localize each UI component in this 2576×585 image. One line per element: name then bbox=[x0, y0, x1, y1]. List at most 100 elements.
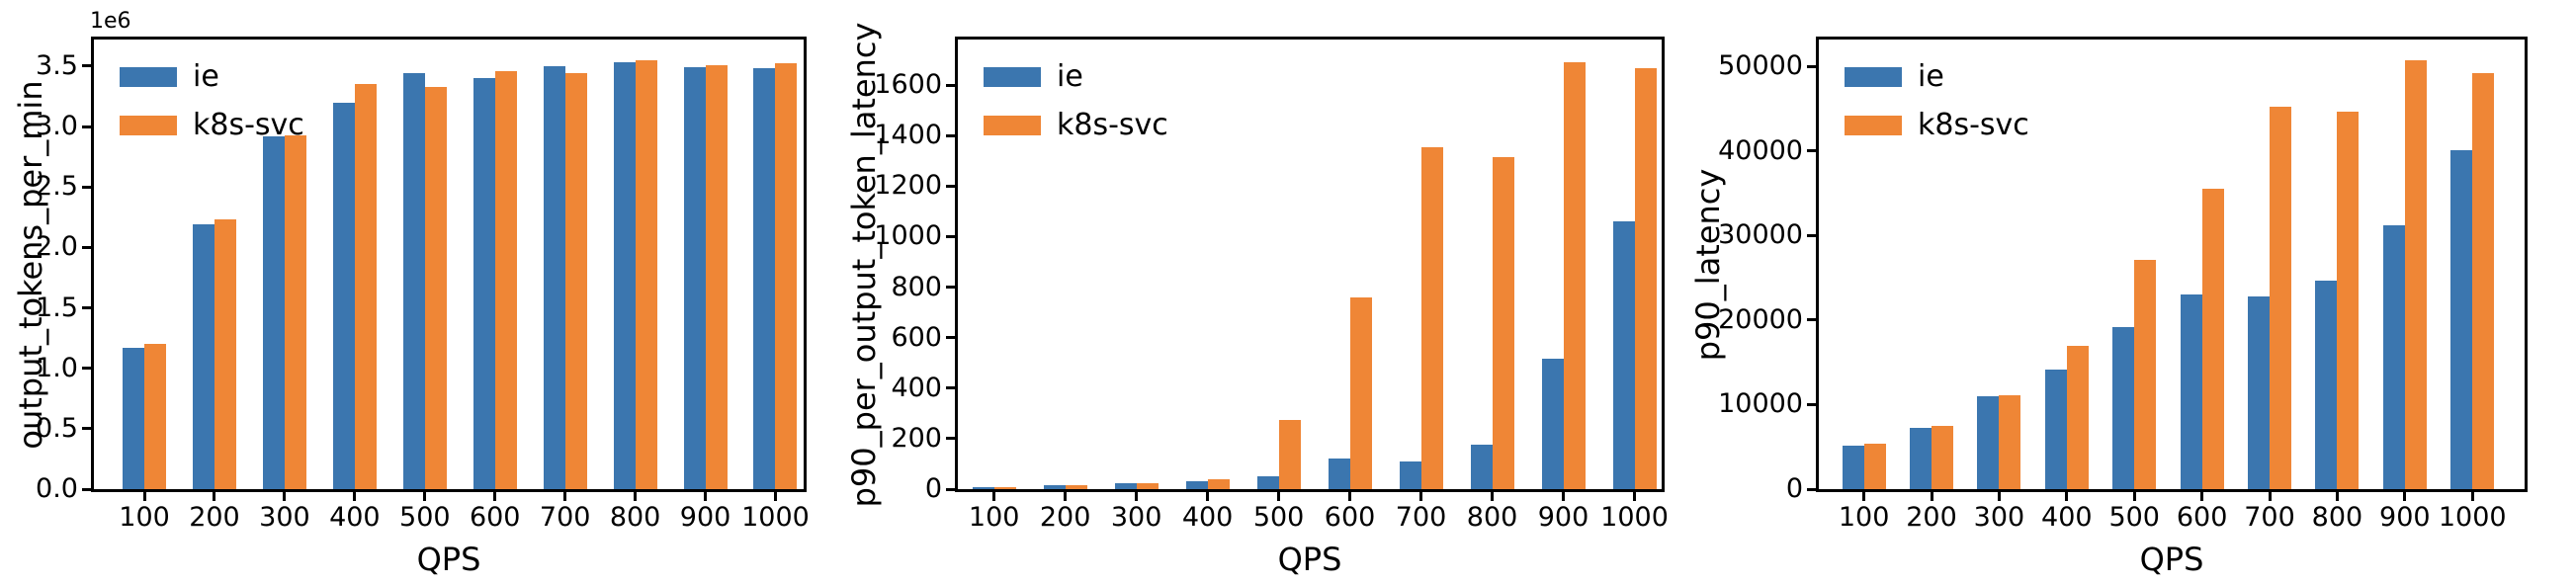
x-tick-label: 800 bbox=[2311, 502, 2363, 533]
y-tick-label: 1600 bbox=[874, 69, 942, 100]
x-tick bbox=[1491, 492, 1495, 501]
legend-item-k8s-svc: k8s-svc bbox=[1845, 110, 2029, 141]
bar-k8s-svc-700 bbox=[564, 73, 587, 489]
y-tick-label: 200 bbox=[891, 422, 942, 454]
legend-label-ie: ie bbox=[193, 59, 219, 94]
x-tick-label: 100 bbox=[968, 502, 1020, 533]
y-tick bbox=[1807, 318, 1816, 322]
x-tick bbox=[2335, 492, 2339, 501]
y-tick bbox=[82, 427, 91, 431]
y-tick bbox=[946, 234, 955, 238]
y-tick-label: 3.0 bbox=[36, 111, 78, 142]
bar-k8s-svc-400 bbox=[1207, 479, 1230, 489]
y-tick bbox=[82, 125, 91, 128]
y-tick bbox=[82, 306, 91, 310]
bar-k8s-svc-100 bbox=[1863, 443, 1886, 489]
x-tick-label: 400 bbox=[2041, 502, 2093, 533]
bar-ie-600 bbox=[472, 78, 495, 489]
bar-k8s-svc-800 bbox=[1492, 156, 1514, 489]
bar-k8s-svc-200 bbox=[1932, 425, 1954, 489]
x-tick-label: 100 bbox=[1838, 502, 1890, 533]
bar-ie-800 bbox=[613, 62, 636, 489]
x-tick bbox=[2200, 492, 2204, 501]
legend-item-ie: ie bbox=[984, 61, 1168, 93]
y-tick bbox=[1807, 487, 1816, 491]
plot-2: p90_latency ie k8s-svc QPS 0 10000 20000 30… bbox=[1689, 37, 2528, 578]
bar-ie-1000 bbox=[1612, 221, 1635, 489]
x-tick bbox=[1633, 492, 1637, 501]
x-tick bbox=[142, 492, 146, 501]
x-axis-label: QPS bbox=[2139, 541, 2204, 578]
y-tick-label: 400 bbox=[891, 372, 942, 403]
y-tick bbox=[946, 133, 955, 137]
x-tick-label: 900 bbox=[1537, 502, 1589, 533]
bar-k8s-svc-900 bbox=[705, 65, 728, 489]
bar-ie-100 bbox=[972, 486, 994, 489]
y-tick bbox=[82, 487, 91, 491]
bar-ie-200 bbox=[192, 224, 215, 489]
bar-k8s-svc-100 bbox=[144, 344, 167, 489]
y-tick-label: 20000 bbox=[1718, 303, 1803, 335]
y-tick bbox=[82, 367, 91, 371]
x-tick bbox=[2065, 492, 2069, 501]
x-tick bbox=[2132, 492, 2136, 501]
x-tick bbox=[283, 492, 287, 501]
x-tick bbox=[1997, 492, 2001, 501]
x-tick-label: 500 bbox=[1252, 502, 1305, 533]
legend-swatch-ie bbox=[984, 67, 1041, 87]
x-tick-label: 600 bbox=[469, 502, 521, 533]
y-axis-offset-text: 1e6 bbox=[90, 9, 131, 34]
bar-ie-900 bbox=[1541, 359, 1564, 489]
y-tick bbox=[946, 286, 955, 289]
bar-k8s-svc-700 bbox=[1420, 146, 1443, 489]
y-tick-label: 800 bbox=[891, 271, 942, 302]
y-tick-label: 0 bbox=[1785, 473, 1803, 504]
bar-ie-800 bbox=[2315, 281, 2338, 489]
bar-ie-100 bbox=[1842, 445, 1864, 489]
x-tick-label: 100 bbox=[119, 502, 170, 533]
x-tick bbox=[1562, 492, 1566, 501]
bar-ie-200 bbox=[1910, 428, 1932, 489]
bar-ie-800 bbox=[1470, 445, 1493, 489]
x-tick bbox=[1277, 492, 1281, 501]
bar-ie-1000 bbox=[2450, 149, 2473, 489]
y-tick-label: 1.5 bbox=[36, 292, 78, 323]
bar-k8s-svc-600 bbox=[494, 70, 517, 489]
bar-k8s-svc-500 bbox=[2134, 260, 2157, 489]
legend: ie k8s-svc bbox=[120, 61, 304, 141]
x-tick-label: 300 bbox=[1110, 502, 1162, 533]
y-tick bbox=[946, 487, 955, 491]
bar-ie-100 bbox=[123, 347, 145, 489]
x-tick-label: 700 bbox=[539, 502, 591, 533]
x-tick bbox=[1135, 492, 1139, 501]
y-tick-label: 0.5 bbox=[36, 412, 78, 444]
x-tick-label: 1000 bbox=[2438, 502, 2507, 533]
bar-k8s-svc-900 bbox=[2404, 60, 2427, 489]
y-tick-label: 1400 bbox=[874, 120, 942, 151]
bar-ie-300 bbox=[262, 135, 285, 489]
y-tick bbox=[946, 386, 955, 390]
x-tick-label: 200 bbox=[189, 502, 240, 533]
bar-k8s-svc-200 bbox=[1065, 484, 1087, 489]
x-tick bbox=[1348, 492, 1352, 501]
bar-ie-600 bbox=[2180, 294, 2202, 489]
y-tick bbox=[82, 245, 91, 249]
x-tick bbox=[1064, 492, 1068, 501]
y-tick-label: 0.0 bbox=[36, 473, 78, 504]
x-tick-label: 1000 bbox=[741, 502, 810, 533]
bar-k8s-svc-800 bbox=[2337, 111, 2360, 489]
plot-0: 1e6 output_tokens_per_min ie k8s-svc QPS… bbox=[12, 9, 810, 578]
legend-label-k8s-svc: k8s-svc bbox=[1918, 108, 2029, 142]
bar-ie-400 bbox=[332, 102, 355, 489]
x-tick-label: 400 bbox=[1181, 502, 1234, 533]
legend-item-ie: ie bbox=[1845, 61, 2029, 93]
x-tick-label: 300 bbox=[1973, 502, 2025, 533]
y-tick-label: 1200 bbox=[874, 170, 942, 202]
legend-swatch-k8s-svc bbox=[1845, 116, 1902, 135]
legend-swatch-k8s-svc bbox=[984, 116, 1041, 135]
bar-ie-400 bbox=[1185, 480, 1208, 489]
x-tick-label: 700 bbox=[1395, 502, 1447, 533]
bar-ie-700 bbox=[543, 65, 565, 489]
x-axis-label: QPS bbox=[416, 541, 481, 578]
